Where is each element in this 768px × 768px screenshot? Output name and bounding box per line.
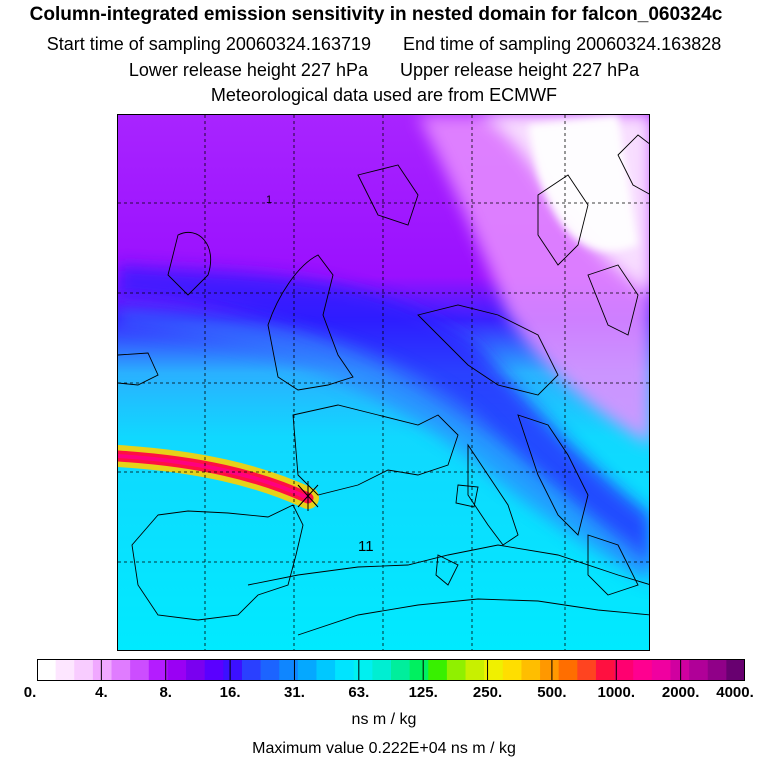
colorbar-swatch bbox=[428, 659, 448, 681]
contour-label-11: 11 bbox=[358, 538, 374, 555]
sensitivity-map[interactable]: 1 11 bbox=[117, 114, 650, 651]
colorbar-swatch bbox=[521, 659, 541, 681]
blue-band bbox=[118, 265, 649, 569]
colorbar-swatch bbox=[446, 659, 467, 681]
colorbar-tick-label: 4. bbox=[95, 684, 108, 701]
colorbar-swatch bbox=[670, 659, 690, 681]
colorbar-swatch bbox=[409, 659, 429, 681]
colorbar-swatch bbox=[279, 659, 299, 681]
colorbar-swatch bbox=[726, 659, 745, 681]
colorbar-swatch bbox=[502, 659, 522, 681]
colorbar-swatches bbox=[37, 659, 745, 681]
colorbar-swatch bbox=[92, 659, 113, 681]
colorbar-swatch bbox=[372, 659, 392, 681]
blue-band-edge bbox=[118, 310, 649, 584]
colorbar-swatch bbox=[204, 659, 224, 681]
release-heights: Lower release height 227 hPa Upper releas… bbox=[0, 59, 768, 81]
colorbar-swatch bbox=[689, 659, 709, 681]
sampling-times: Start time of sampling 20060324.163719 En… bbox=[0, 33, 768, 55]
colorbar-swatch bbox=[391, 659, 411, 681]
upper-height-label: Upper release height 227 hPa bbox=[400, 60, 640, 80]
colorbar-swatch bbox=[614, 659, 634, 681]
colorbar-tick-label: 2000. bbox=[661, 684, 700, 701]
colorbar-swatch bbox=[260, 659, 280, 681]
colorbar-tick-label: 1000. bbox=[597, 684, 636, 701]
colorbar-border bbox=[37, 659, 745, 681]
graticule bbox=[118, 115, 649, 650]
colorbar-swatch bbox=[595, 659, 616, 681]
colorbar-swatch bbox=[577, 659, 597, 681]
colorbar-swatch bbox=[37, 659, 57, 681]
maximum-value: Maximum value 0.222E+04 ns m / kg bbox=[252, 740, 516, 757]
colorbar-swatch bbox=[633, 659, 653, 681]
colorbar-swatch bbox=[316, 659, 336, 681]
colorbar-swatch bbox=[297, 659, 317, 681]
white-region bbox=[528, 115, 638, 252]
colorbar-swatch bbox=[484, 659, 504, 681]
colorbar-unit: ns m / kg bbox=[351, 711, 417, 728]
lower-height-label: Lower release height 227 hPa bbox=[128, 60, 368, 80]
colorbar-swatch bbox=[111, 659, 131, 681]
colorbar-swatch bbox=[55, 659, 75, 681]
colorbar-swatch bbox=[148, 659, 168, 681]
release-point-marker bbox=[297, 481, 319, 511]
colorbar-swatch bbox=[241, 659, 262, 681]
plume-center bbox=[118, 454, 310, 500]
colorbar-swatch bbox=[707, 659, 727, 681]
colorbar-tick-label: 4000. bbox=[716, 684, 754, 701]
colorbar-swatch bbox=[335, 659, 355, 681]
colorbar-swatch bbox=[353, 659, 373, 681]
colorbar-swatch bbox=[540, 659, 560, 681]
coastlines bbox=[118, 134, 649, 636]
colorbar-tick-label: 63. bbox=[348, 684, 370, 701]
colorbar-swatch bbox=[74, 659, 94, 681]
plot-title: Column-integrated emission sensitivity i… bbox=[29, 4, 723, 25]
colorbar-tick-label: 0. bbox=[23, 684, 37, 701]
colorbar-swatch bbox=[167, 659, 187, 681]
colorbar-swatch bbox=[130, 659, 150, 681]
colorbar-tick-label: 250. bbox=[472, 684, 503, 701]
colorbar-swatch bbox=[558, 659, 578, 681]
colorbar-swatch bbox=[186, 659, 206, 681]
colorbar-tick-label: 16. bbox=[219, 684, 241, 701]
colorbar-swatch bbox=[223, 659, 243, 681]
start-time-label: Start time of sampling 20060324.163719 bbox=[46, 34, 371, 54]
end-time-label: End time of sampling 20060324.163828 bbox=[403, 34, 722, 54]
contour-label-1: 1 bbox=[266, 194, 272, 206]
colorbar-swatch bbox=[651, 659, 671, 681]
colorbar-tick-label: 31. bbox=[284, 684, 305, 701]
colorbar-tick-label: 125. bbox=[408, 684, 438, 701]
colorbar-tick-label: 500. bbox=[537, 684, 567, 701]
map-canvas: 1 11 bbox=[118, 115, 649, 650]
met-data-label: Meteorological data used are from ECMWF bbox=[210, 85, 558, 105]
colorbar-tick-label: 8. bbox=[159, 684, 172, 701]
colorbar bbox=[37, 659, 745, 681]
colorbar-swatch bbox=[465, 659, 485, 681]
